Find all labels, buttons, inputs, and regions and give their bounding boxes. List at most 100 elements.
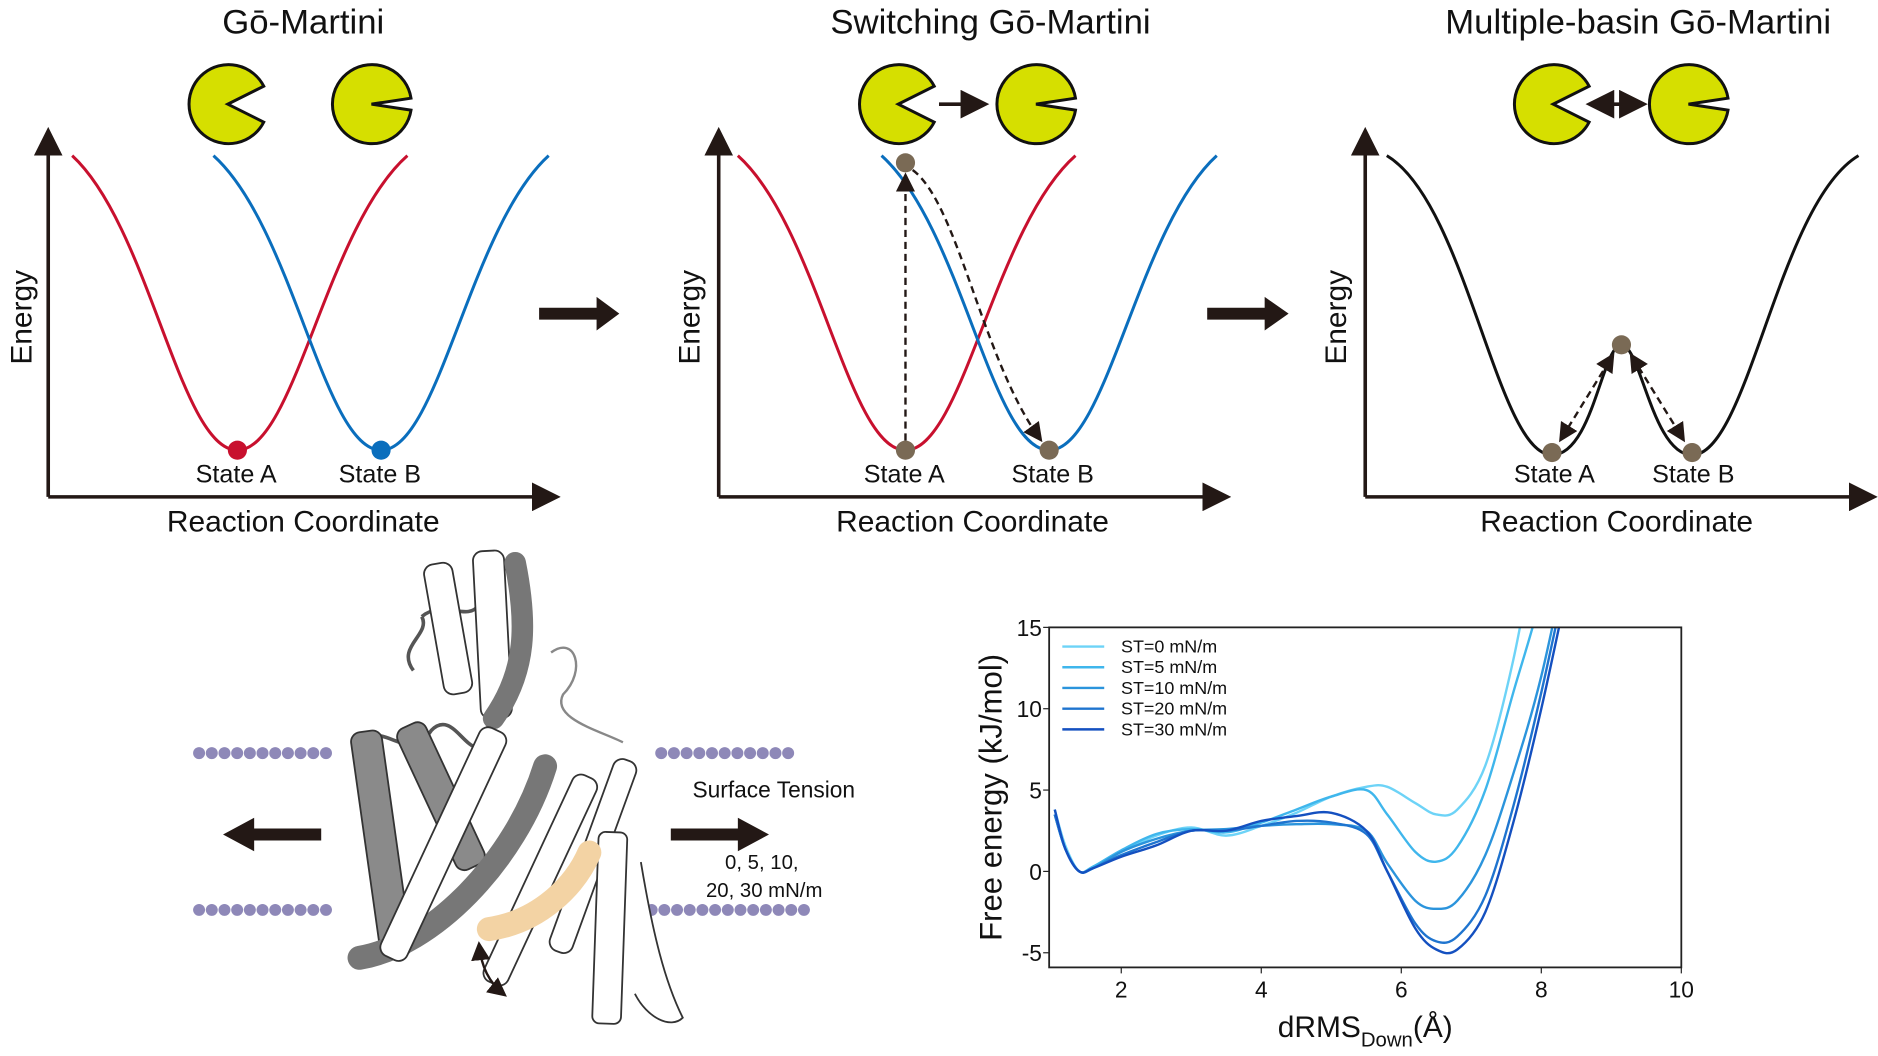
lipid-bead <box>734 903 747 916</box>
x-label-subscript: Down <box>1361 1029 1413 1051</box>
state-b-energy-curve <box>212 154 550 452</box>
lipid-bead <box>658 903 671 916</box>
arrow-right-icon <box>1207 296 1289 331</box>
state-b-label: State B <box>1652 461 1734 489</box>
lipid-bead <box>294 903 307 916</box>
lipid-bead <box>772 903 785 916</box>
energy-axes <box>704 126 1232 512</box>
lipid-bead <box>769 747 782 760</box>
tension-arrow-left-icon <box>223 817 322 852</box>
lipid-bead <box>785 903 798 916</box>
lipid-bead <box>193 903 206 916</box>
lipid-bead <box>218 747 231 760</box>
y-tick-label: 15 <box>1017 615 1042 641</box>
state-b-bead <box>371 440 391 460</box>
energy-axes <box>33 126 561 512</box>
lipid-bead <box>683 903 696 916</box>
legend-label: ST=5 mN/m <box>1121 657 1217 677</box>
bead <box>895 153 916 173</box>
lipid-bead <box>680 747 693 760</box>
y-axis-label: Energy <box>674 270 707 365</box>
lipid-bead <box>706 747 718 760</box>
x-axis-label: Reaction Coordinate <box>167 506 440 539</box>
plot-frame <box>1048 626 1683 969</box>
panel-title: Gō-Martini <box>222 4 384 42</box>
lipid-bead <box>320 903 332 916</box>
lipid-bead <box>696 903 709 916</box>
lipid-bead <box>320 747 332 760</box>
lipid-bead <box>294 747 307 760</box>
lipid-bead <box>218 903 231 916</box>
bead <box>895 440 916 460</box>
x-tick-label: 6 <box>1395 976 1408 1002</box>
legend-label: ST=10 mN/m <box>1121 678 1227 698</box>
lipid-bead <box>243 903 256 916</box>
lipid-bead <box>256 747 269 760</box>
lipid-bead <box>205 747 218 760</box>
lipid-bead <box>655 747 668 760</box>
state-a-label: State A <box>1514 461 1595 489</box>
state-b-energy-curve <box>880 154 1218 452</box>
legend-label: ST=0 mN/m <box>1121 637 1217 657</box>
free-energy-chart: 2 4 6 8 10 -5 0 5 10 15 ST=0 mN/mST=5 mN/mST=10 m… <box>973 615 1694 1052</box>
transition-dashed-arrow <box>1559 352 1615 443</box>
y-axis-label: Energy <box>5 270 38 365</box>
tension-arrow-right-icon <box>670 817 769 852</box>
lipid-bead <box>693 747 706 760</box>
x-tick-label: 10 <box>1669 976 1694 1002</box>
surface-tension-label: Surface Tension <box>692 776 855 802</box>
lipid-bead <box>671 903 684 916</box>
panel-multiple-basin-go-martini: Multiple-basin Gō-Martini State A State … <box>1320 4 1878 539</box>
legend: ST=0 mN/mST=5 mN/mST=10 mN/mST=20 mN/mST… <box>1062 637 1227 739</box>
state-a-energy-curve <box>71 154 409 452</box>
lipid-bead <box>759 903 772 916</box>
state-a-label: State A <box>864 461 945 489</box>
rotation-arrow-icon <box>471 941 507 997</box>
lipid-bead <box>231 747 244 760</box>
bead <box>1542 442 1562 463</box>
lipid-bead <box>281 903 294 916</box>
lipid-bead <box>243 747 256 760</box>
x-tick-label: 8 <box>1535 976 1548 1002</box>
state-b-label: State B <box>1012 461 1094 489</box>
panel-title: Multiple-basin Gō-Martini <box>1445 4 1831 42</box>
x-label-main: dRMS <box>1278 1011 1361 1044</box>
pacman-state-b-icon <box>995 63 1078 146</box>
y-tick-label: 10 <box>1017 696 1042 722</box>
tension-values-line1: 0, 5, 10, <box>725 852 799 874</box>
multiple-basin-energy-curve <box>1386 154 1860 457</box>
lipid-bead <box>269 747 282 760</box>
legend-label: ST=30 mN/m <box>1121 719 1227 739</box>
x-tick-label: 2 <box>1115 976 1128 1002</box>
lipid-bead <box>256 903 269 916</box>
legend-label: ST=20 mN/m <box>1121 699 1227 719</box>
pacman-state-a-icon <box>187 63 266 146</box>
bead <box>1682 442 1702 463</box>
lipid-bead <box>782 747 795 760</box>
bead <box>1039 440 1059 460</box>
lipid-bead <box>205 903 218 916</box>
x-axis-label: Reaction Coordinate <box>1480 506 1753 539</box>
y-tick-label: 0 <box>1029 859 1042 885</box>
panel-title: Switching Gō-Martini <box>830 4 1150 42</box>
lipid-bead <box>756 747 769 760</box>
energy-axes <box>1350 126 1878 512</box>
y-tick-label: -5 <box>1022 940 1042 966</box>
state-b-label: State B <box>339 461 421 489</box>
bead <box>1611 335 1632 355</box>
membrane-lipid-beads <box>193 747 810 916</box>
panel-go-martini: Gō-Martini State A State B Energy Reacti… <box>5 4 561 539</box>
y-tick-label: 5 <box>1029 777 1042 803</box>
lipid-bead <box>667 747 680 760</box>
lipid-bead <box>307 903 320 916</box>
highlighted-helix <box>476 840 602 942</box>
lipid-bead <box>718 747 731 760</box>
panel-switching-go-martini: Switching Gō-Martini State A State B Ene… <box>674 4 1232 539</box>
lipid-bead <box>709 903 722 916</box>
pacman-state-b-icon <box>1647 63 1730 146</box>
pacman-state-a-icon <box>1513 63 1592 146</box>
arrow-right-icon <box>539 296 620 331</box>
protein-structure <box>347 549 684 1025</box>
x-tick-label: 4 <box>1255 976 1268 1002</box>
